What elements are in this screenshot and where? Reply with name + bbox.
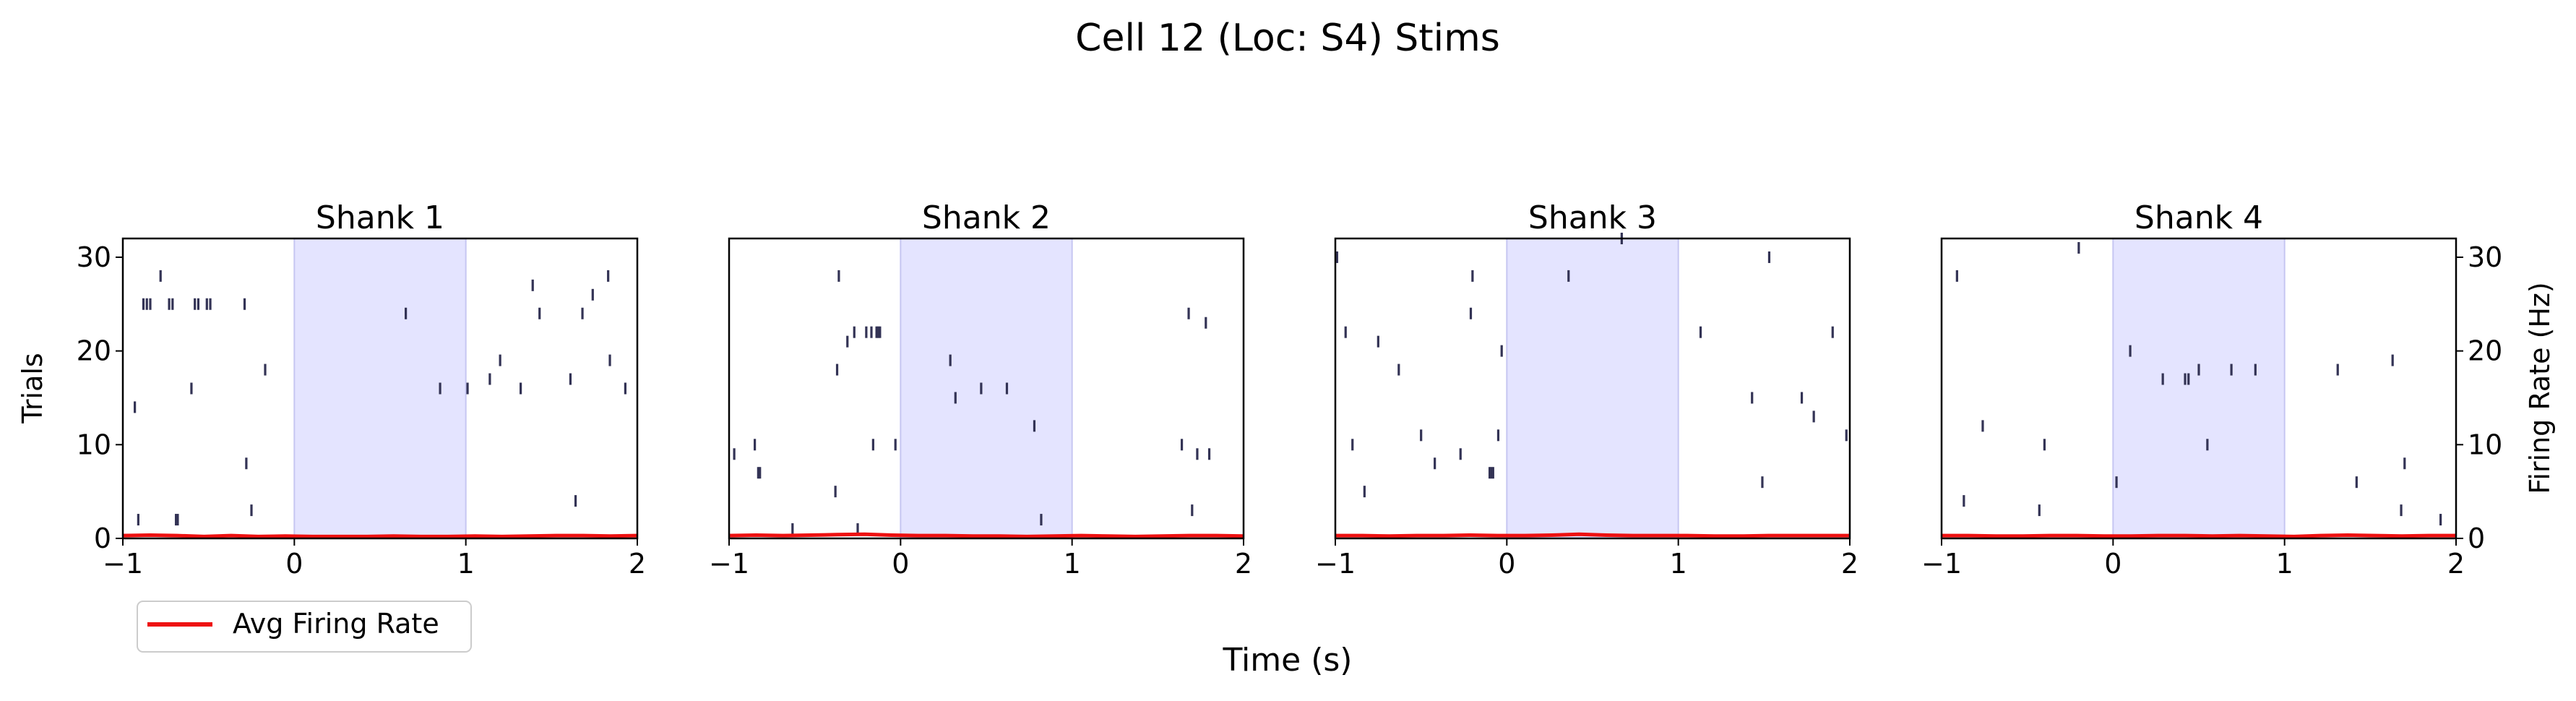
y-tick-label: 10: [77, 429, 111, 460]
panel-shank-2: Shank 2 −1 0 1 2: [709, 199, 1252, 580]
x-tick-label: 0: [285, 548, 303, 580]
y-tick-label-right: 10: [2468, 429, 2502, 460]
panel-title: Shank 3: [1528, 199, 1657, 236]
x-tick-label: −1: [709, 548, 749, 580]
spike-group: [733, 270, 1211, 536]
panel-title: Shank 2: [922, 199, 1051, 236]
x-tick-label: 2: [629, 548, 646, 580]
stim-window: [294, 238, 466, 538]
stim-window: [900, 238, 1072, 538]
x-tick-label: 1: [2276, 548, 2293, 580]
axes-frame: [1334, 237, 1851, 540]
y-tick-label: 20: [77, 335, 111, 367]
spike-group: [1955, 241, 2442, 526]
y-tick-label-right: 0: [2468, 522, 2485, 554]
legend-box: [137, 601, 472, 653]
x-tick-label: 2: [2447, 548, 2465, 580]
stim-window: [1507, 238, 1679, 538]
panel-title: Shank 4: [2135, 199, 2263, 236]
firing-rate-line: [728, 532, 1244, 538]
y-axis-label-right: Firing Rate (Hz): [2524, 282, 2556, 494]
y-tick-label-right: 30: [2468, 241, 2502, 273]
y-tick-label: 30: [77, 241, 111, 273]
legend: Avg Firing Rate: [137, 601, 472, 653]
spike-group: [134, 270, 626, 526]
legend-label: Avg Firing Rate: [233, 608, 439, 640]
x-axis-label: Time (s): [1223, 642, 1353, 679]
stim-window: [2113, 238, 2285, 538]
panel-title: Shank 1: [316, 199, 444, 236]
x-tick-label: −1: [103, 548, 143, 580]
x-tick-label: 1: [1670, 548, 1687, 580]
y-tick-label-right: 20: [2468, 335, 2502, 367]
firing-rate-line: [1335, 532, 1850, 538]
x-tick-label: 0: [1498, 548, 1515, 580]
x-tick-label: 1: [1064, 548, 1081, 580]
x-tick-label: −1: [1921, 548, 1962, 580]
x-tick-label: 2: [1841, 548, 1858, 580]
x-tick-label: −1: [1315, 548, 1356, 580]
axes-frame: [121, 237, 639, 540]
axes-frame: [728, 237, 1245, 540]
panel-shank-3: Shank 3 −1 0 1 2: [1315, 199, 1858, 580]
figure-suptitle: Cell 12 (Loc: S4) Stims: [1075, 17, 1500, 60]
x-tick-label: 0: [892, 548, 909, 580]
firing-rate-line: [1942, 533, 2456, 538]
x-tick-label: 2: [1235, 548, 1252, 580]
y-tick-label: 0: [94, 522, 111, 554]
y-axis-label-left: Trials: [17, 353, 48, 423]
firing-rate-line: [122, 533, 638, 538]
x-tick-label: 0: [2104, 548, 2121, 580]
x-tick-label: 1: [457, 548, 475, 580]
axes-frame: [1940, 237, 2457, 540]
spike-group: [1335, 233, 1848, 498]
